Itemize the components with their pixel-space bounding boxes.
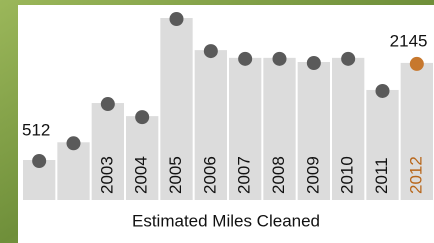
chart-title: Estimated Miles Cleaned bbox=[132, 211, 320, 230]
x-tick-label: 2012 bbox=[406, 156, 425, 194]
dot bbox=[410, 57, 424, 71]
dot bbox=[170, 12, 184, 26]
dot bbox=[204, 44, 218, 58]
value-label: 512 bbox=[22, 120, 50, 139]
x-tick-label: 2007 bbox=[235, 156, 254, 194]
value-label: 2145 bbox=[390, 31, 428, 50]
x-tick-label: 2004 bbox=[132, 156, 151, 194]
dot bbox=[32, 154, 46, 168]
dot bbox=[67, 136, 81, 150]
dot bbox=[101, 97, 115, 111]
dot bbox=[307, 56, 321, 70]
dot bbox=[341, 52, 355, 66]
x-tick-label: 2003 bbox=[97, 156, 116, 194]
x-tick-label: 2008 bbox=[269, 156, 288, 194]
x-tick-label: 2005 bbox=[166, 156, 185, 194]
chart: Estimated Miles Cleaned 2003 2004 2005 2006… bbox=[0, 0, 434, 243]
x-tick-label: 2009 bbox=[303, 156, 322, 194]
x-tick-label: 2006 bbox=[200, 156, 219, 194]
x-tick-label: 2010 bbox=[338, 156, 357, 194]
bar bbox=[57, 142, 89, 200]
page: Estimated Miles Cleaned 2003 2004 2005 2006… bbox=[0, 0, 434, 243]
dot bbox=[135, 110, 149, 124]
dot bbox=[238, 52, 252, 66]
dot bbox=[376, 84, 390, 98]
x-tick-label: 2011 bbox=[372, 157, 391, 194]
dot bbox=[273, 52, 287, 66]
